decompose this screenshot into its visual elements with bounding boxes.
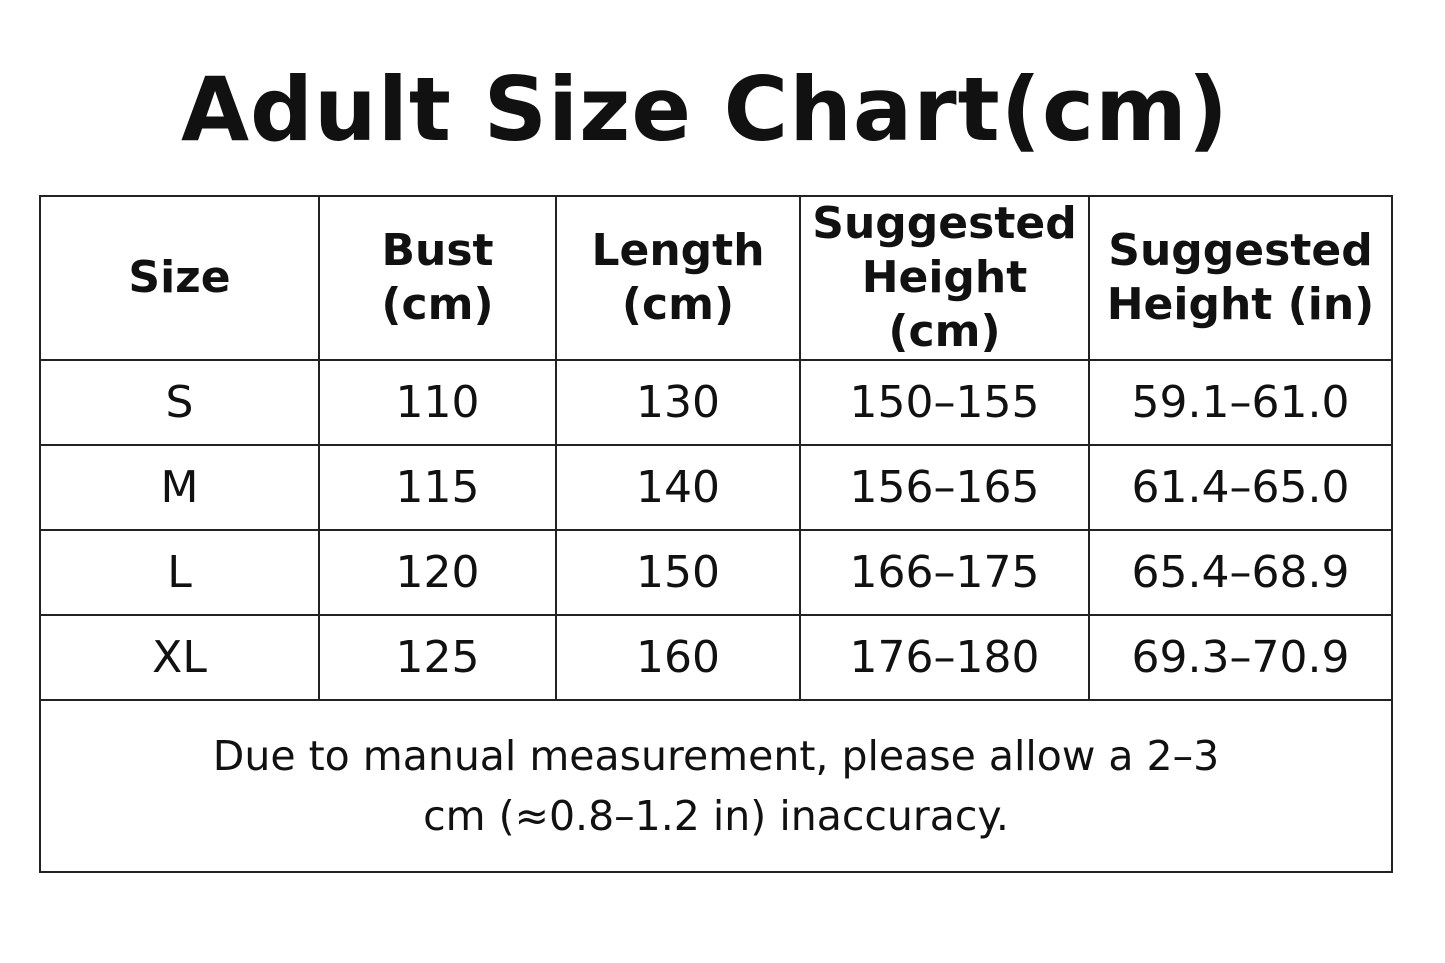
cell-bust: 115 — [318, 444, 557, 531]
cell-bust: 110 — [318, 359, 557, 446]
cell-length: 130 — [555, 359, 801, 446]
note-line: cm (≈0.8–1.2 in) inaccuracy. — [423, 792, 1009, 840]
table-row: M 115 140 156–165 61.4–65.0 — [39, 444, 1393, 531]
header-label: Suggested — [1108, 225, 1373, 276]
cell-height-cm: 156–165 — [799, 444, 1090, 531]
size-table: Size Bust (cm) Length (cm) Suggested Height… — [39, 195, 1393, 873]
cell-length: 160 — [555, 614, 801, 701]
cell-height-in: 69.3–70.9 — [1088, 614, 1393, 701]
header-unit: (cm) — [381, 279, 494, 330]
header-label: Size — [128, 252, 231, 303]
cell-size: M — [39, 444, 320, 531]
cell-height-in: 61.4–65.0 — [1088, 444, 1393, 531]
header-length: Length (cm) — [555, 195, 801, 361]
table-row: S 110 130 150–155 59.1–61.0 — [39, 359, 1393, 446]
header-height-in: Suggested Height (in) — [1088, 195, 1393, 361]
header-size: Size — [39, 195, 320, 361]
cell-bust: 120 — [318, 529, 557, 616]
header-unit: Height (in) — [1106, 279, 1375, 330]
page-title: Adult Size Chart(cm) — [180, 58, 1230, 161]
note-line: Due to manual measurement, please allow … — [212, 732, 1220, 780]
cell-length: 140 — [555, 444, 801, 531]
cell-size: XL — [39, 614, 320, 701]
header-unit: (cm) — [621, 279, 735, 330]
cell-size: L — [39, 529, 320, 616]
cell-size: S — [39, 359, 320, 446]
table-row: XL 125 160 176–180 69.3–70.9 — [39, 614, 1393, 701]
table-row: L 120 150 166–175 65.4–68.9 — [39, 529, 1393, 616]
header-unit: Height (cm) — [861, 252, 1028, 357]
header-label: Suggested — [812, 198, 1077, 249]
note-row: Due to manual measurement, please allow … — [39, 699, 1393, 873]
cell-height-cm: 166–175 — [799, 529, 1090, 616]
cell-length: 150 — [555, 529, 801, 616]
header-bust: Bust (cm) — [318, 195, 557, 361]
cell-bust: 125 — [318, 614, 557, 701]
cell-height-in: 65.4–68.9 — [1088, 529, 1393, 616]
header-height-cm: Suggested Height (cm) — [799, 195, 1090, 361]
header-row: Size Bust (cm) Length (cm) Suggested Height… — [39, 195, 1393, 361]
header-label: Bust — [381, 225, 494, 276]
measurement-note: Due to manual measurement, please allow … — [39, 699, 1393, 873]
cell-height-cm: 150–155 — [799, 359, 1090, 446]
cell-height-cm: 176–180 — [799, 614, 1090, 701]
header-label: Length — [591, 225, 765, 276]
cell-height-in: 59.1–61.0 — [1088, 359, 1393, 446]
